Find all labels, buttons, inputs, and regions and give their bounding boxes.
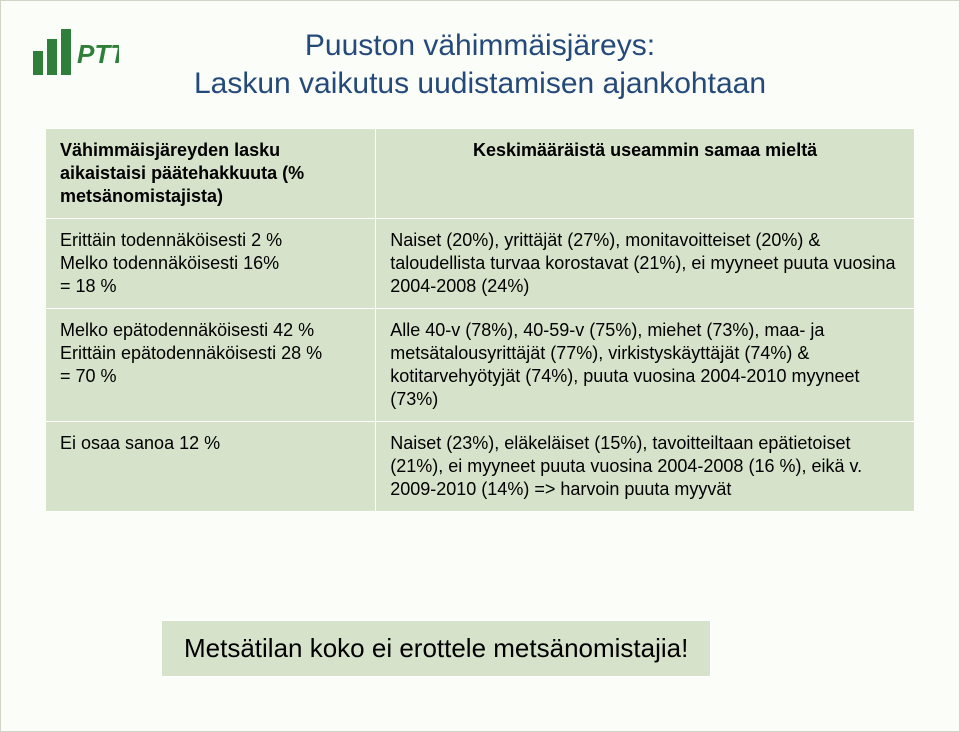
col-header-left: Vähimmäisjäreyden lasku aikaistaisi päät… (46, 129, 376, 219)
table-header-row: Vähimmäisjäreyden lasku aikaistaisi päät… (46, 129, 915, 219)
cell-left: Erittäin todennäköisesti 2 %Melko todenn… (46, 219, 376, 309)
title-line2: Laskun vaikutus uudistamisen ajankohtaan (1, 65, 959, 103)
table-row: Erittäin todennäköisesti 2 %Melko todenn… (46, 219, 915, 309)
slide-title: Puuston vähimmäisjäreys: Laskun vaikutus… (1, 1, 959, 120)
data-table: Vähimmäisjäreyden lasku aikaistaisi päät… (45, 128, 915, 512)
col-header-right: Keskimääräistä useammin samaa mieltä (376, 129, 915, 219)
table-row: Melko epätodennäköisesti 42 %Erittäin ep… (46, 309, 915, 422)
cell-right: Alle 40-v (78%), 40-59-v (75%), miehet (… (376, 309, 915, 422)
cell-left: Melko epätodennäköisesti 42 %Erittäin ep… (46, 309, 376, 422)
table-row: Ei osaa sanoa 12 % Naiset (23%), eläkelä… (46, 422, 915, 512)
cell-right: Naiset (23%), eläkeläiset (15%), tavoitt… (376, 422, 915, 512)
ptt-logo: PTT (29, 23, 119, 84)
cell-left: Ei osaa sanoa 12 % (46, 422, 376, 512)
svg-text:PTT: PTT (77, 39, 119, 69)
title-line1: Puuston vähimmäisjäreys: (1, 27, 959, 65)
footer-callout: Metsätilan koko ei erottele metsänomista… (161, 620, 711, 677)
cell-right: Naiset (20%), yrittäjät (27%), monitavoi… (376, 219, 915, 309)
data-table-container: Vähimmäisjäreyden lasku aikaistaisi päät… (45, 128, 915, 512)
